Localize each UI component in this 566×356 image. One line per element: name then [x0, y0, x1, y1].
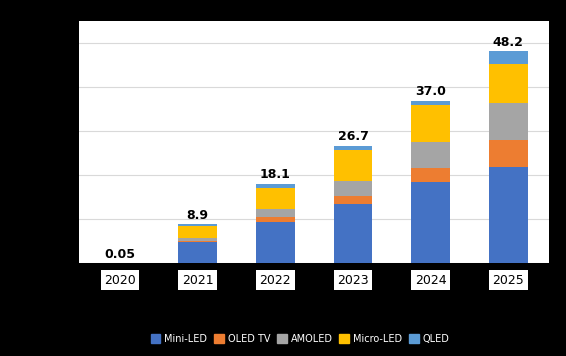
Text: 37.0: 37.0	[415, 85, 446, 98]
Bar	[411, 168, 450, 182]
Bar	[333, 181, 372, 196]
Bar	[256, 217, 295, 222]
Bar	[489, 140, 528, 167]
Bar	[333, 146, 372, 150]
Bar	[256, 209, 295, 217]
Text: 0.05: 0.05	[105, 247, 135, 261]
Bar	[256, 184, 295, 188]
Bar	[411, 142, 450, 168]
Bar	[411, 101, 450, 105]
Text: 8.9: 8.9	[187, 209, 209, 222]
Bar	[256, 188, 295, 209]
Bar	[178, 224, 217, 226]
Bar	[178, 226, 217, 238]
Bar	[333, 196, 372, 204]
Bar	[178, 238, 217, 241]
Text: 18.1: 18.1	[260, 168, 291, 181]
Bar	[489, 64, 528, 103]
Bar	[178, 242, 217, 263]
Bar	[411, 182, 450, 263]
Bar	[489, 103, 528, 140]
Bar	[489, 51, 528, 64]
Bar	[333, 150, 372, 181]
Legend: Mini-LED, OLED TV, AMOLED, Micro-LED, QLED: Mini-LED, OLED TV, AMOLED, Micro-LED, QL…	[147, 330, 453, 347]
Text: 48.2: 48.2	[493, 36, 524, 49]
Bar	[489, 167, 528, 263]
Bar	[178, 241, 217, 242]
Bar	[333, 204, 372, 263]
Bar	[411, 105, 450, 142]
Text: 26.7: 26.7	[337, 130, 368, 143]
Bar	[256, 222, 295, 263]
